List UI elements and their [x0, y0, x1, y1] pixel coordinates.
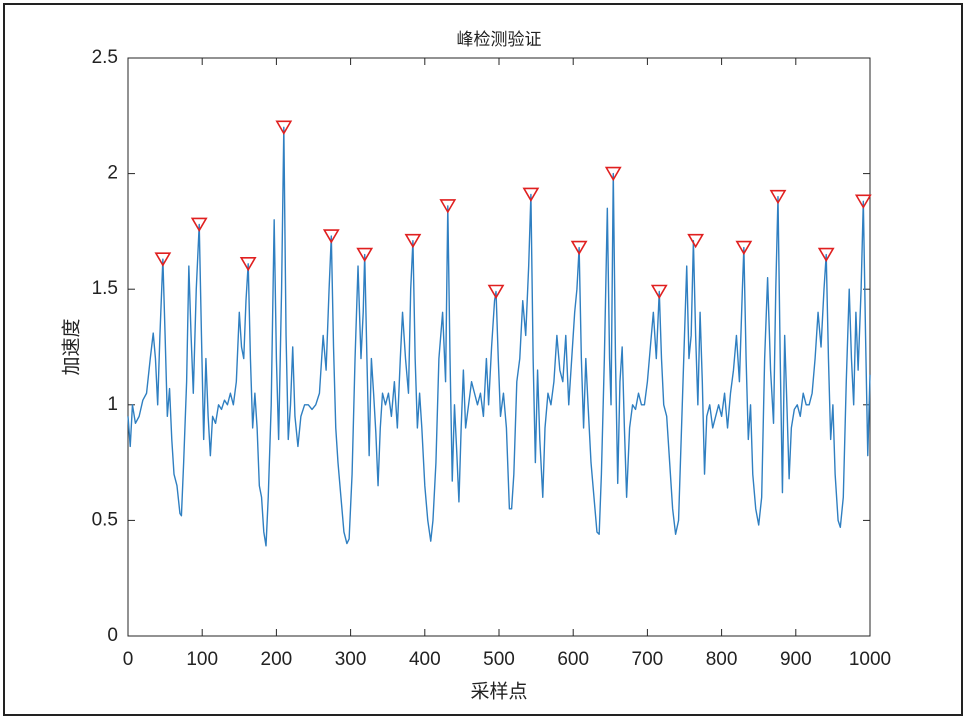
chart-title: 峰检测验证	[457, 30, 542, 50]
y-tick-label: 0	[107, 625, 118, 646]
peak-marker	[769, 189, 787, 205]
peak-marker	[439, 199, 457, 214]
x-tick-label: 400	[409, 649, 441, 670]
x-tick-label: 800	[706, 649, 738, 670]
peak-marker	[687, 233, 705, 249]
peak-marker	[854, 194, 872, 209]
frame	[3, 3, 963, 716]
peak-marker	[275, 120, 293, 135]
y-tick-label: 2.5	[92, 47, 118, 68]
peak-marker	[817, 247, 835, 263]
y-tick-label: 0.5	[92, 509, 118, 530]
peak-marker	[322, 229, 340, 244]
peak-marker	[404, 233, 422, 249]
x-axis-label: 采样点	[470, 681, 527, 703]
peak-marker	[604, 166, 622, 182]
y-tick-label: 1	[107, 394, 118, 415]
peak-marker	[650, 284, 668, 300]
x-tick-label: 100	[186, 649, 218, 670]
peak-marker	[356, 247, 374, 263]
y-tick-label: 2	[107, 163, 118, 184]
peak-marker	[190, 217, 208, 233]
peak-marker	[522, 187, 540, 202]
x-tick-label: 700	[632, 649, 664, 670]
x-tick-label: 900	[780, 649, 812, 670]
peak-marker	[570, 240, 588, 256]
y-axis-label: 加速度	[61, 318, 83, 375]
x-tick-label: 500	[483, 649, 515, 670]
x-tick-label: 600	[557, 649, 589, 670]
peak-marker	[239, 256, 257, 272]
peak-marker	[154, 252, 172, 267]
y-tick-label: 1.5	[92, 278, 118, 299]
x-tick-label: 0	[123, 649, 134, 670]
x-tick-label: 300	[335, 649, 367, 670]
x-tick-label: 1000	[849, 649, 891, 670]
peak-marker	[735, 240, 753, 256]
signal-line	[127, 126, 871, 547]
peak-marker	[487, 284, 505, 300]
plot-area	[127, 57, 871, 637]
x-tick-label: 200	[261, 649, 293, 670]
